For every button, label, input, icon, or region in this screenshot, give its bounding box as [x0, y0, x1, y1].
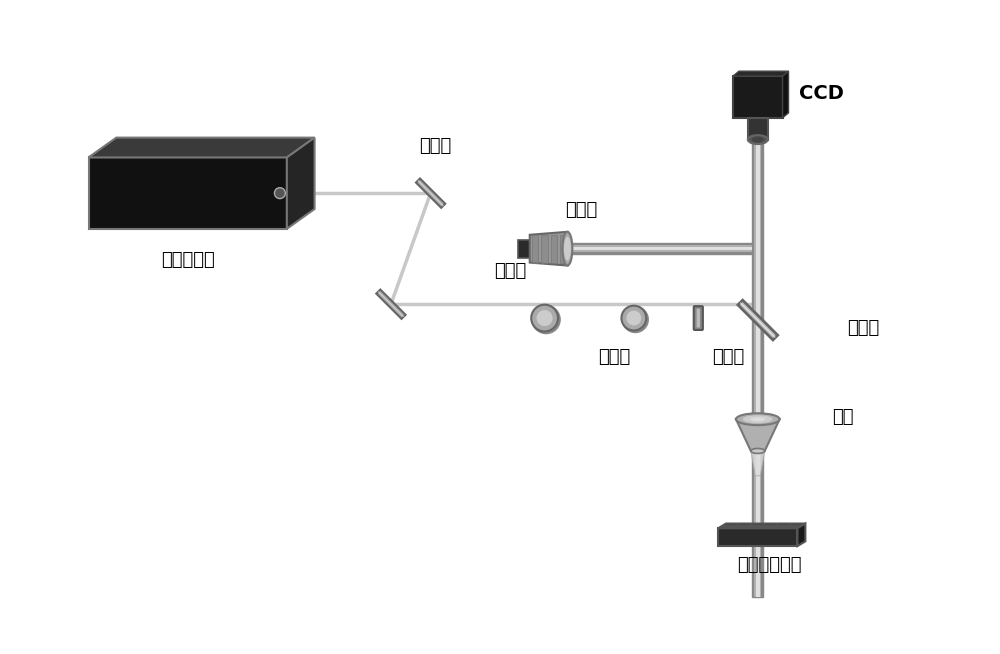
Text: 衰减片: 衰减片: [598, 348, 630, 366]
Bar: [569, 243, 752, 254]
Bar: [569, 243, 752, 245]
FancyBboxPatch shape: [694, 306, 703, 330]
Polygon shape: [718, 528, 797, 546]
Bar: [541, 235, 548, 262]
Bar: [756, 118, 760, 596]
Ellipse shape: [752, 137, 764, 143]
Circle shape: [274, 188, 285, 199]
Polygon shape: [376, 290, 406, 319]
Polygon shape: [518, 240, 530, 258]
FancyBboxPatch shape: [697, 309, 700, 328]
Text: 物镜: 物镜: [832, 408, 854, 426]
Ellipse shape: [621, 305, 646, 330]
Ellipse shape: [562, 232, 572, 266]
Bar: [551, 235, 557, 262]
Bar: [748, 118, 768, 139]
Bar: [752, 118, 763, 596]
Polygon shape: [418, 180, 444, 206]
Polygon shape: [740, 302, 776, 338]
Polygon shape: [783, 71, 789, 118]
Text: 照明灯: 照明灯: [565, 201, 597, 219]
Text: CCD: CCD: [799, 84, 844, 103]
Ellipse shape: [736, 413, 780, 425]
Text: 半波片: 半波片: [494, 262, 526, 281]
Polygon shape: [89, 137, 315, 158]
Ellipse shape: [626, 311, 641, 326]
Text: 六维移动平台: 六维移动平台: [737, 556, 802, 574]
Bar: [569, 252, 752, 254]
Ellipse shape: [537, 310, 553, 326]
Bar: [569, 247, 752, 250]
Polygon shape: [89, 158, 287, 229]
Polygon shape: [751, 451, 765, 475]
Polygon shape: [718, 523, 805, 528]
Ellipse shape: [743, 415, 773, 423]
Polygon shape: [378, 291, 404, 317]
Ellipse shape: [531, 305, 561, 334]
Polygon shape: [287, 137, 315, 229]
Ellipse shape: [750, 417, 765, 421]
Text: 光快门: 光快门: [712, 348, 744, 366]
Ellipse shape: [751, 449, 765, 453]
Polygon shape: [733, 71, 789, 76]
Bar: [560, 235, 566, 262]
Ellipse shape: [531, 305, 558, 332]
Bar: [752, 118, 754, 596]
Text: 分束镜: 分束镜: [847, 319, 879, 337]
Text: 飞秒激光器: 飞秒激光器: [161, 250, 215, 269]
Text: 反射镜: 反射镜: [419, 137, 452, 156]
Ellipse shape: [748, 135, 768, 144]
Polygon shape: [736, 419, 780, 451]
Ellipse shape: [564, 237, 571, 260]
Polygon shape: [738, 300, 778, 340]
Bar: [761, 118, 763, 596]
Bar: [733, 76, 783, 118]
Polygon shape: [416, 179, 445, 208]
Bar: [532, 235, 538, 262]
Ellipse shape: [622, 306, 649, 333]
Polygon shape: [797, 523, 805, 546]
Polygon shape: [530, 232, 567, 266]
